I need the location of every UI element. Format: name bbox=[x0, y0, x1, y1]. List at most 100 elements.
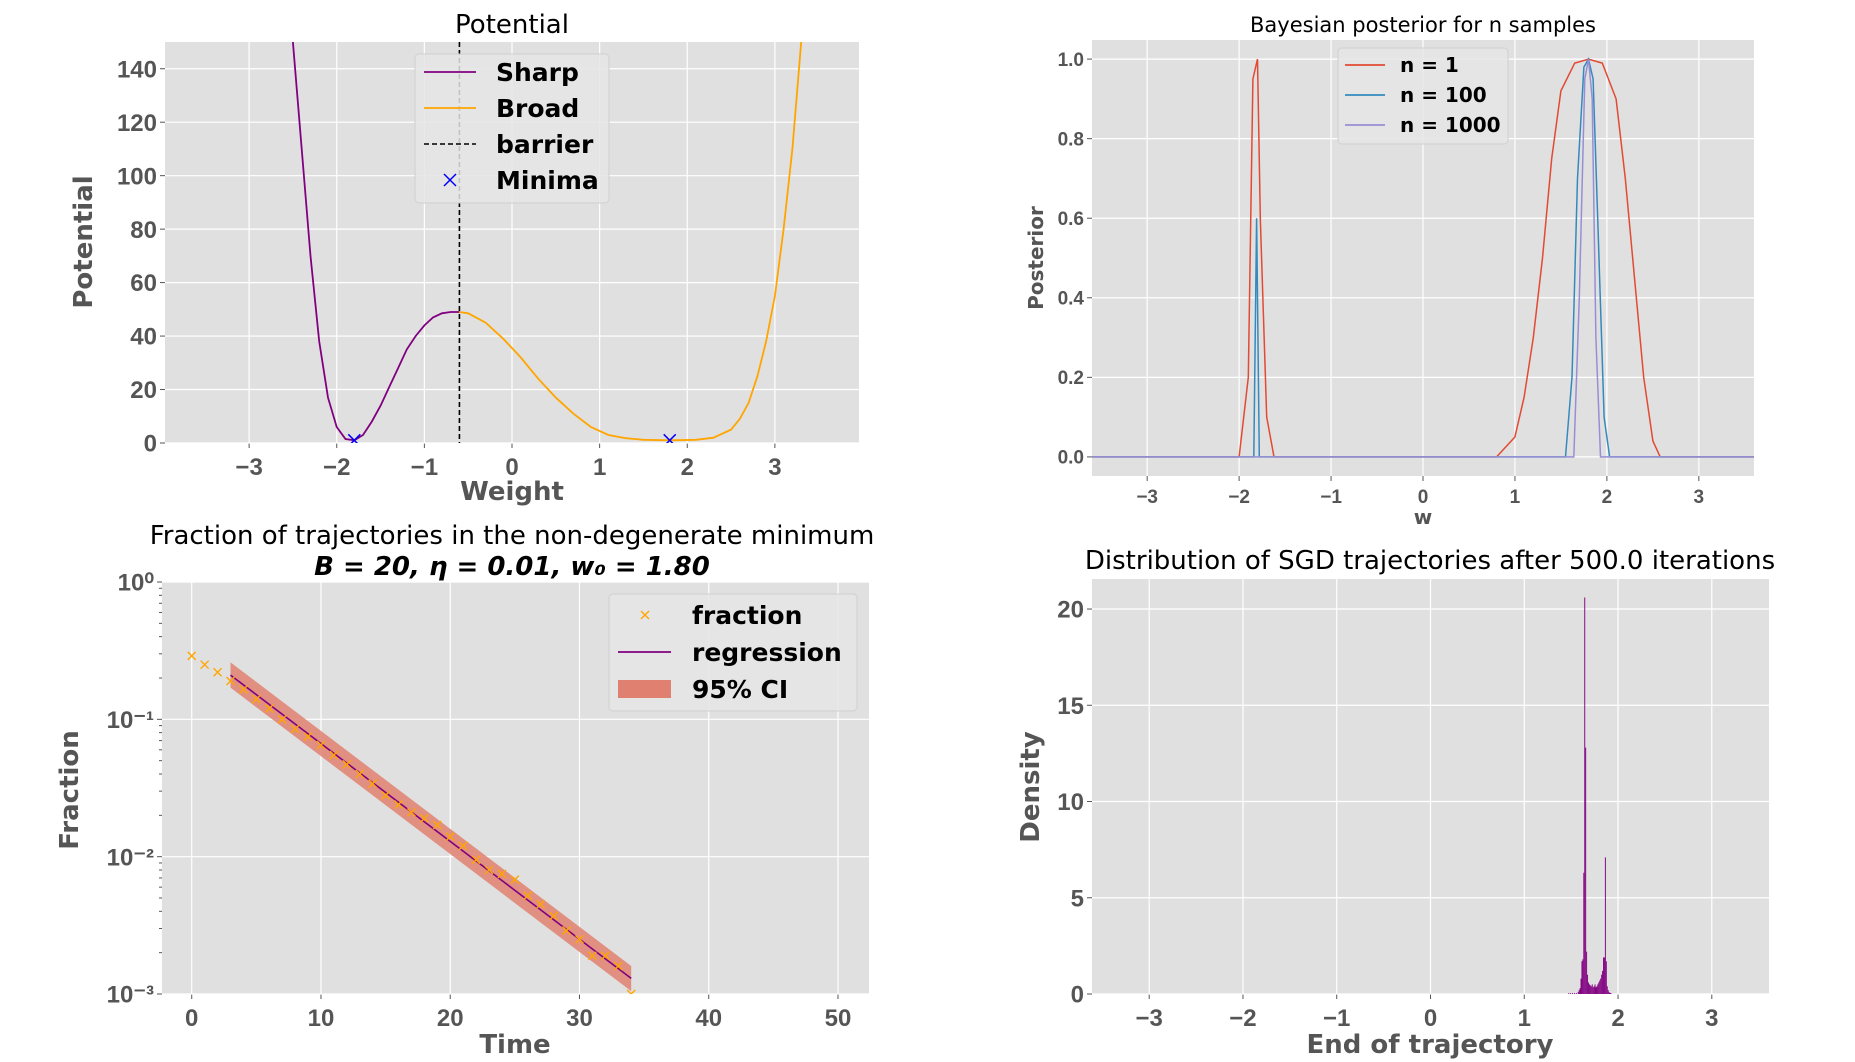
histogram-bar bbox=[1596, 986, 1598, 994]
histogram-bar bbox=[1586, 951, 1588, 994]
posterior-chart: Bayesian posterior for n samples w Poste… bbox=[1024, 13, 1754, 529]
fraction-marker bbox=[303, 731, 313, 741]
x-tick-label: 0 bbox=[185, 1005, 198, 1032]
series-layer bbox=[187, 651, 636, 994]
histogram-bar bbox=[1583, 872, 1585, 994]
legend-label: n = 1 bbox=[1400, 53, 1459, 77]
legend-label: fraction bbox=[692, 601, 802, 630]
y-tick-label: 0.8 bbox=[1058, 129, 1084, 150]
x-tick-label: 3 bbox=[768, 454, 781, 481]
series-line bbox=[1092, 58, 1754, 458]
x-tick-label: 2 bbox=[681, 454, 694, 481]
fraction-marker bbox=[484, 865, 494, 875]
fraction-marker bbox=[368, 779, 378, 789]
y-tick-label: 20 bbox=[130, 377, 157, 404]
histogram-bar bbox=[1591, 984, 1593, 994]
histogram-bar bbox=[1603, 957, 1605, 994]
y-tick-label: 10⁻² bbox=[107, 844, 154, 871]
fraction-marker bbox=[432, 820, 442, 830]
y-tick-label: 120 bbox=[117, 110, 157, 137]
y-axis-label: Posterior bbox=[1024, 206, 1048, 310]
y-tick-label: 5 bbox=[1071, 885, 1084, 912]
legend-label: 95% CI bbox=[692, 675, 788, 704]
sgd-distribution-chart: Distribution of SGD trajectories after 5… bbox=[1016, 546, 1775, 1060]
histogram-bar bbox=[1585, 747, 1587, 994]
legend: fraction regression 95% CI bbox=[608, 593, 858, 712]
chart-title: Fraction of trajectories in the non-dege… bbox=[150, 521, 875, 551]
x-tick-label: 40 bbox=[695, 1005, 722, 1032]
histogram-bar bbox=[1590, 986, 1592, 994]
plot-area bbox=[1087, 579, 1769, 999]
histogram-bar bbox=[1592, 987, 1594, 994]
legend-box bbox=[414, 53, 610, 204]
fraction-marker bbox=[381, 790, 391, 800]
fraction-marker bbox=[523, 891, 533, 901]
fraction-marker bbox=[213, 667, 223, 677]
histogram-bar bbox=[1607, 990, 1609, 994]
x-tick-label: 2 bbox=[1611, 1005, 1624, 1032]
fraction-marker bbox=[419, 813, 429, 823]
y-tick-label: 0 bbox=[1071, 982, 1084, 1009]
x-tick-label: −3 bbox=[1136, 1005, 1163, 1032]
y-tick-label: 20 bbox=[1057, 597, 1084, 624]
fraction-marker bbox=[536, 899, 546, 909]
histogram-bar bbox=[1609, 993, 1611, 994]
histogram-bar bbox=[1593, 986, 1595, 994]
histogram-bar bbox=[1597, 984, 1599, 994]
fraction-marker bbox=[264, 703, 274, 713]
histogram-bar bbox=[1575, 993, 1577, 994]
y-tick-label: 0.2 bbox=[1058, 368, 1084, 389]
legend-box bbox=[1337, 47, 1509, 145]
histogram-bar bbox=[1599, 980, 1601, 994]
fraction-marker bbox=[549, 911, 559, 921]
x-tick-label: 0 bbox=[1424, 1005, 1437, 1032]
x-tick-label: 1 bbox=[1518, 1005, 1531, 1032]
series-line-broad bbox=[459, 42, 803, 442]
histogram-bar bbox=[1570, 993, 1572, 994]
y-tick-label: 10⁻¹ bbox=[107, 707, 154, 734]
chart-subtitle: B = 20, η = 0.01, w₀ = 1.80 bbox=[314, 552, 710, 582]
legend-label: Minima bbox=[496, 166, 599, 195]
series-layer bbox=[1092, 57, 1754, 458]
histogram-bar bbox=[1579, 988, 1581, 994]
fraction-marker bbox=[355, 769, 365, 779]
fraction-marker bbox=[394, 799, 404, 809]
fraction-marker bbox=[316, 740, 326, 750]
histogram-bar bbox=[1608, 992, 1610, 994]
histogram-bar bbox=[1605, 961, 1607, 994]
series-line bbox=[1092, 57, 1754, 458]
fraction-marker bbox=[406, 807, 416, 817]
histogram-bar bbox=[1594, 984, 1596, 994]
y-tick-label: 0.0 bbox=[1058, 448, 1084, 469]
x-axis-label: Time bbox=[479, 1030, 550, 1060]
histogram-bar bbox=[1582, 959, 1584, 994]
histogram-bar bbox=[1603, 957, 1604, 994]
x-tick-label: −1 bbox=[1320, 487, 1342, 508]
y-tick-label: 0 bbox=[144, 431, 157, 458]
y-tick-label: 10 bbox=[1057, 789, 1084, 816]
x-tick-label: 50 bbox=[825, 1005, 852, 1032]
series-line bbox=[1092, 58, 1754, 458]
x-tick-label: 20 bbox=[437, 1005, 464, 1032]
minima-marker bbox=[663, 433, 677, 443]
x-tick-label: −2 bbox=[1229, 1005, 1256, 1032]
histogram-bar bbox=[1588, 982, 1589, 994]
histogram-bar bbox=[1572, 993, 1574, 994]
chart-title: Potential bbox=[455, 10, 569, 40]
histogram-bar bbox=[1578, 990, 1580, 994]
chart-title: Distribution of SGD trajectories after 5… bbox=[1085, 546, 1775, 576]
fraction-marker bbox=[600, 951, 610, 961]
y-tick-label: 10⁰ bbox=[118, 570, 155, 597]
histogram-bar bbox=[1589, 985, 1591, 994]
histogram-bar bbox=[1601, 974, 1603, 994]
histogram-bar bbox=[1595, 987, 1597, 994]
histogram-bar bbox=[1606, 986, 1608, 994]
y-tick-label: 100 bbox=[117, 163, 157, 190]
fraction-marker bbox=[562, 926, 572, 935]
fraction-marker bbox=[613, 961, 623, 971]
y-tick-label: 40 bbox=[130, 324, 157, 351]
legend-label: barrier bbox=[496, 130, 594, 159]
fraction-marker bbox=[497, 869, 507, 879]
fraction-chart: Fraction of trajectories in the non-dege… bbox=[55, 521, 874, 1060]
